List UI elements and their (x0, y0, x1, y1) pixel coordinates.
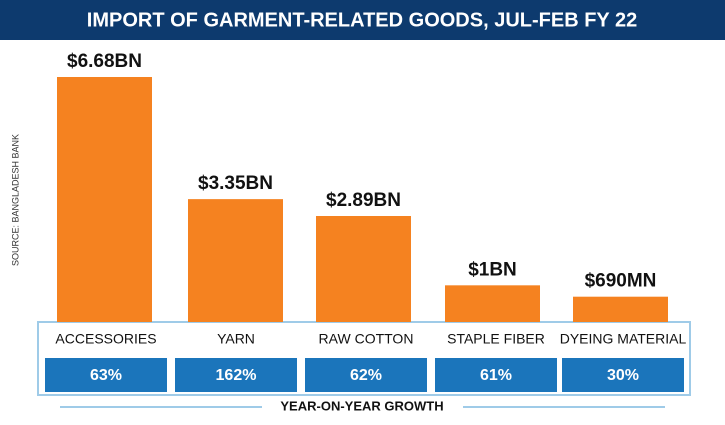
growth-value: 62% (350, 367, 382, 384)
growth-value: 61% (480, 367, 512, 384)
value-label: $2.89BN (326, 190, 401, 211)
category-label: RAW COTTON (319, 331, 414, 347)
value-label: $1BN (468, 259, 517, 280)
source-note: SOURCE: BANGLADESH BANK (10, 134, 20, 266)
bar (573, 296, 668, 322)
chart-title: IMPORT OF GARMENT-RELATED GOODS, JUL-FEB… (87, 9, 637, 31)
value-label: $6.68BN (67, 51, 142, 72)
growth-box (305, 358, 427, 392)
value-label: $690MN (585, 271, 657, 292)
growth-label: YEAR-ON-YEAR GROWTH (280, 398, 443, 413)
bar (445, 285, 540, 322)
growth-value: 63% (90, 367, 122, 384)
category-label: ACCESSORIES (55, 331, 156, 347)
growth-value: 162% (216, 367, 257, 384)
bar (57, 77, 152, 322)
bar (188, 199, 283, 322)
category-label: DYEING MATERIAL (560, 331, 687, 347)
growth-box (435, 358, 557, 392)
category-label: YARN (217, 331, 255, 347)
growth-value: 30% (607, 367, 639, 384)
growth-box (45, 358, 167, 392)
value-label: $3.35BN (198, 173, 273, 194)
category-label: STAPLE FIBER (447, 331, 545, 347)
bar (316, 216, 411, 322)
growth-box (175, 358, 297, 392)
growth-box (562, 358, 684, 392)
title-band (0, 0, 725, 40)
